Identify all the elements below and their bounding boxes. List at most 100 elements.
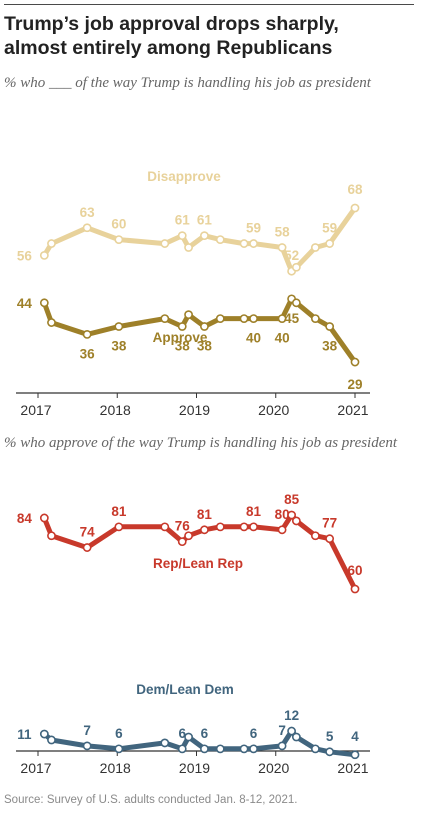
- rep-data-label: 76: [175, 519, 191, 534]
- disapprove-series-name: Disapprove: [147, 169, 221, 184]
- dem-data-label: 6: [201, 726, 209, 741]
- dem-point: [177, 744, 187, 754]
- chart-title: Trump’s job approval drops sharply, almo…: [4, 12, 434, 60]
- dem-point: [291, 732, 301, 742]
- approve-point: [114, 322, 124, 331]
- rep-point: [239, 522, 249, 532]
- dem-point: [184, 732, 193, 742]
- disapprove-data-label: 61: [175, 213, 191, 228]
- x-tick-label: 2017: [20, 760, 51, 776]
- x-tick-label: 2019: [179, 760, 210, 776]
- rep-data-label: 85: [284, 492, 300, 507]
- x-tick-label: 2021: [337, 760, 368, 776]
- dem-point: [114, 744, 124, 754]
- disapprove-point: [200, 231, 209, 241]
- dem-data-label: 4: [351, 729, 359, 744]
- disapprove-data-label: 63: [80, 205, 96, 220]
- approve-point: [325, 322, 335, 331]
- approve-point: [249, 314, 258, 323]
- dem-point: [239, 744, 249, 754]
- approve-data-label: 40: [246, 331, 261, 346]
- dem-data-label: 6: [178, 726, 186, 741]
- disapprove-point: [277, 243, 287, 252]
- dem-point: [200, 744, 209, 754]
- x-tick-label: 2020: [258, 760, 289, 776]
- disapprove-point: [325, 239, 335, 248]
- rep-point: [184, 531, 193, 541]
- top-rule: [4, 4, 414, 5]
- overall-approval-chart: 2017 2018 2019 2020 2021 56 63 60 61 61 59 58 52 59 68…: [16, 169, 370, 418]
- rep-point: [287, 510, 296, 520]
- dem-data-label: 6: [250, 726, 258, 741]
- disapprove-point: [160, 239, 170, 248]
- x-tick-label: 2018: [100, 760, 131, 776]
- dem-point: [215, 744, 225, 754]
- disapprove-point: [291, 262, 301, 272]
- dem-point: [39, 729, 49, 739]
- dem-point: [287, 726, 296, 736]
- dem-data-label: 5: [326, 729, 334, 744]
- approve-point: [215, 314, 225, 323]
- disapprove-data-label: 61: [197, 213, 213, 228]
- rep-data-label: 81: [246, 504, 262, 519]
- disapprove-point: [350, 203, 360, 213]
- rep-point: [47, 531, 56, 541]
- rep-point: [39, 513, 49, 523]
- dem-point: [82, 741, 92, 751]
- approve-data-label: 38: [322, 339, 338, 354]
- rep-data-label: 81: [197, 507, 213, 522]
- approve-point: [39, 298, 49, 308]
- rep-point: [325, 534, 335, 544]
- disapprove-data-label: 52: [284, 248, 299, 263]
- x-tick-label: 2021: [337, 402, 368, 418]
- approve-point: [291, 298, 301, 308]
- source-note: Source: Survey of U.S. adults conducted …: [4, 794, 298, 806]
- chart1-subtitle: % who ___ of the way Trump is handling h…: [4, 75, 371, 91]
- approve-point: [82, 329, 92, 339]
- disapprove-data-label: 56: [17, 248, 33, 263]
- approve-point: [200, 322, 209, 331]
- rep-point: [160, 522, 170, 532]
- dem-point: [350, 750, 360, 760]
- approve-series-name: Approve: [153, 330, 208, 345]
- approve-data-label: 29: [347, 377, 362, 392]
- dem-point: [310, 744, 320, 754]
- disapprove-point: [184, 243, 193, 252]
- rep-point: [200, 525, 209, 535]
- dem-data-label: 11: [17, 727, 32, 742]
- rep-point: [310, 531, 320, 541]
- title-line-1: Trump’s job approval drops sharply,: [4, 13, 339, 35]
- approve-data-label: 38: [175, 339, 191, 354]
- x-tick-label: 2020: [258, 402, 289, 418]
- x-tick-label: 2018: [100, 402, 131, 418]
- disapprove-data-label: 60: [111, 217, 126, 232]
- approve-data-label: 45: [284, 311, 300, 326]
- dem-data-label: 7: [83, 723, 91, 738]
- dem-point: [160, 738, 170, 748]
- approve-point: [160, 314, 170, 323]
- rep-point: [277, 525, 287, 535]
- dem-series-name: Dem/Lean Dem: [136, 682, 234, 697]
- disapprove-data-label: 58: [275, 225, 291, 240]
- rep-point: [291, 516, 301, 526]
- title-line-2: almost entirely among Republicans: [4, 37, 333, 59]
- rep-point: [82, 543, 92, 552]
- disapprove-point: [82, 223, 92, 233]
- approve-point: [239, 314, 249, 323]
- disapprove-point: [39, 251, 49, 260]
- disapprove-point: [239, 239, 249, 248]
- dem-point: [47, 735, 56, 745]
- dem-data-label: 7: [278, 723, 286, 738]
- x-tick-label: 2017: [20, 402, 51, 418]
- rep-data-label: 80: [275, 507, 290, 522]
- approve-data-label: 36: [80, 346, 96, 361]
- dem-point: [277, 741, 287, 751]
- rep-point: [350, 584, 360, 594]
- disapprove-data-label: 59: [246, 221, 261, 236]
- rep-data-label: 77: [322, 516, 337, 531]
- rep-data-label: 74: [80, 525, 96, 540]
- approve-data-label: 38: [197, 339, 213, 354]
- approve-point: [47, 318, 56, 327]
- approve-point: [350, 357, 360, 367]
